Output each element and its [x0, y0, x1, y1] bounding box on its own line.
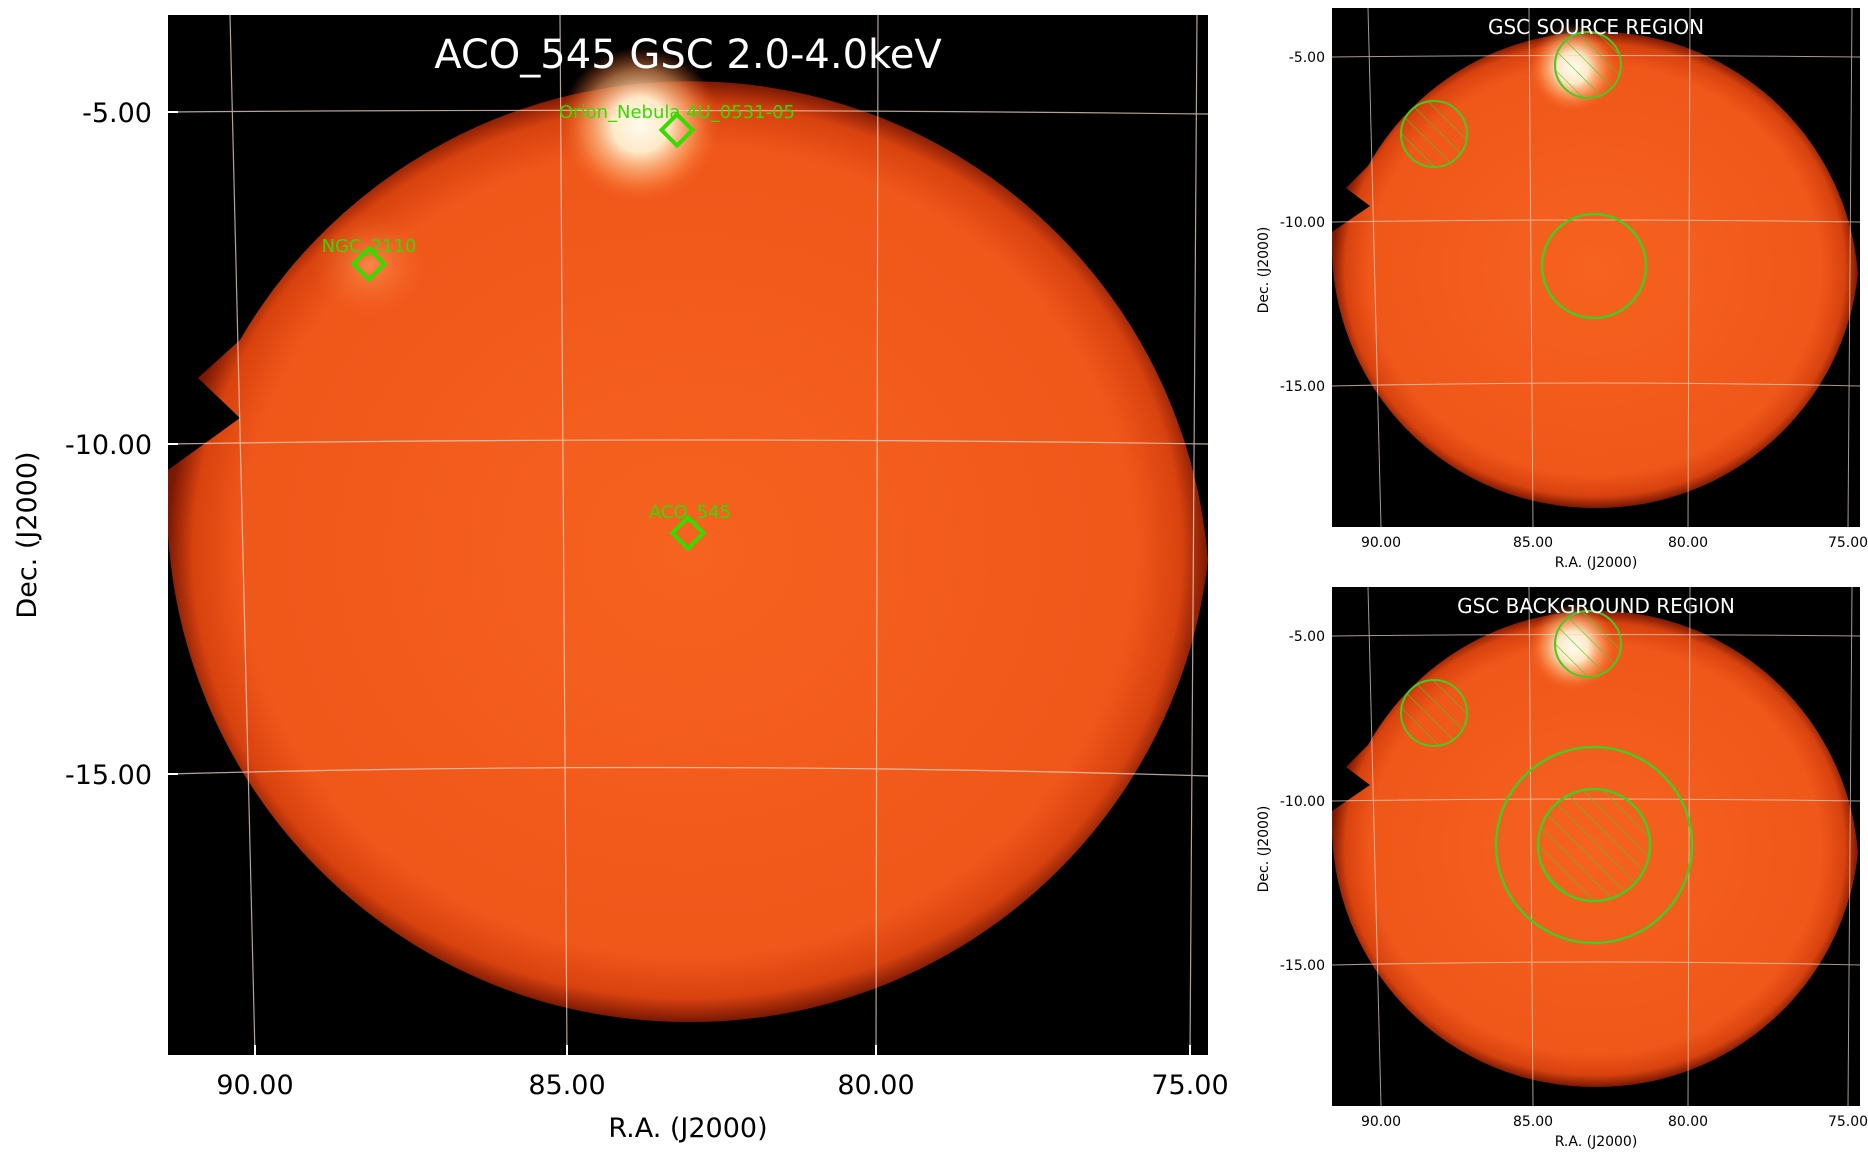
source-region-exclusion-circle	[1400, 100, 1468, 168]
source-region-exclusion-circle	[1554, 31, 1622, 99]
source-label-orion: Orion_Nebula 4U_0531-05	[559, 102, 795, 123]
source-diamond-marker	[669, 514, 707, 552]
background-xtick-80: 80.00	[1668, 1114, 1708, 1130]
main-ticks	[168, 111, 1191, 1055]
source-diamond-marker	[350, 245, 388, 283]
source-ytick-5: -5.00	[1289, 50, 1325, 66]
source-label-ngc2110: NGC_2110	[322, 236, 417, 257]
source-xtick-85: 85.00	[1513, 535, 1553, 551]
marker-ngc2110: NGC_2110	[322, 236, 417, 283]
background-exclusion-circle	[1400, 679, 1468, 747]
source-region-panel: GSC SOURCE REGION 90.00 85.00 80.00 75.0…	[1256, 8, 1868, 571]
source-grid	[1332, 8, 1860, 527]
main-panel: ACO_545 GSC 2.0-4.0keV Orion_Nebula 4U_0…	[12, 15, 1229, 1144]
main-ylabel: Dec. (J2000)	[12, 451, 43, 618]
background-grid	[1332, 587, 1860, 1106]
main-grid	[168, 15, 1208, 1055]
main-xlabel: R.A. (J2000)	[608, 1113, 767, 1144]
background-xtick-85: 85.00	[1513, 1114, 1553, 1130]
source-ylabel: Dec. (J2000)	[1256, 227, 1272, 314]
background-xtick-75: 75.00	[1828, 1114, 1868, 1130]
background-region-panel: GSC BACKGROUND REGION 90.00 85.00 80.00 …	[1256, 587, 1868, 1150]
source-xlabel: R.A. (J2000)	[1555, 555, 1638, 571]
main-title: ACO_545 GSC 2.0-4.0keV	[434, 32, 942, 78]
source-panel-title: GSC SOURCE REGION	[1488, 15, 1704, 39]
main-xtick-85: 85.00	[528, 1070, 605, 1101]
source-xtick-90: 90.00	[1361, 535, 1401, 551]
background-exclusion-circle	[1554, 610, 1622, 678]
source-ytick-10: -10.00	[1280, 215, 1325, 231]
main-xtick-75: 75.00	[1151, 1070, 1228, 1101]
main-bright-source-glow	[560, 47, 720, 203]
marker-aco545: ACO_545	[649, 502, 731, 552]
source-label-aco545: ACO_545	[649, 502, 731, 523]
source-diamond-marker	[658, 111, 696, 149]
main-field-of-view	[168, 81, 1208, 1023]
source-xtick-80: 80.00	[1668, 535, 1708, 551]
background-ytick-15: -15.00	[1280, 958, 1325, 974]
main-xtick-90: 90.00	[216, 1070, 293, 1101]
main-ytick-5: -5.00	[82, 98, 152, 129]
background-xtick-90: 90.00	[1361, 1114, 1401, 1130]
main-faint-source-glow	[310, 210, 430, 320]
background-ytick-10: -10.00	[1280, 794, 1325, 810]
background-panel-title: GSC BACKGROUND REGION	[1457, 594, 1735, 618]
source-ytick-15: -15.00	[1280, 379, 1325, 395]
background-ylabel: Dec. (J2000)	[1256, 806, 1272, 893]
background-ytick-5: -5.00	[1289, 629, 1325, 645]
source-xtick-75: 75.00	[1828, 535, 1868, 551]
source-region-circle	[1540, 212, 1648, 320]
main-ytick-15: -15.00	[65, 760, 152, 791]
background-xlabel: R.A. (J2000)	[1555, 1134, 1638, 1150]
background-annulus-outer	[1494, 745, 1694, 945]
main-ytick-10: -10.00	[65, 430, 152, 461]
background-annulus-inner	[1536, 787, 1652, 903]
marker-orion: Orion_Nebula 4U_0531-05	[559, 102, 795, 149]
main-xtick-80: 80.00	[837, 1070, 914, 1101]
